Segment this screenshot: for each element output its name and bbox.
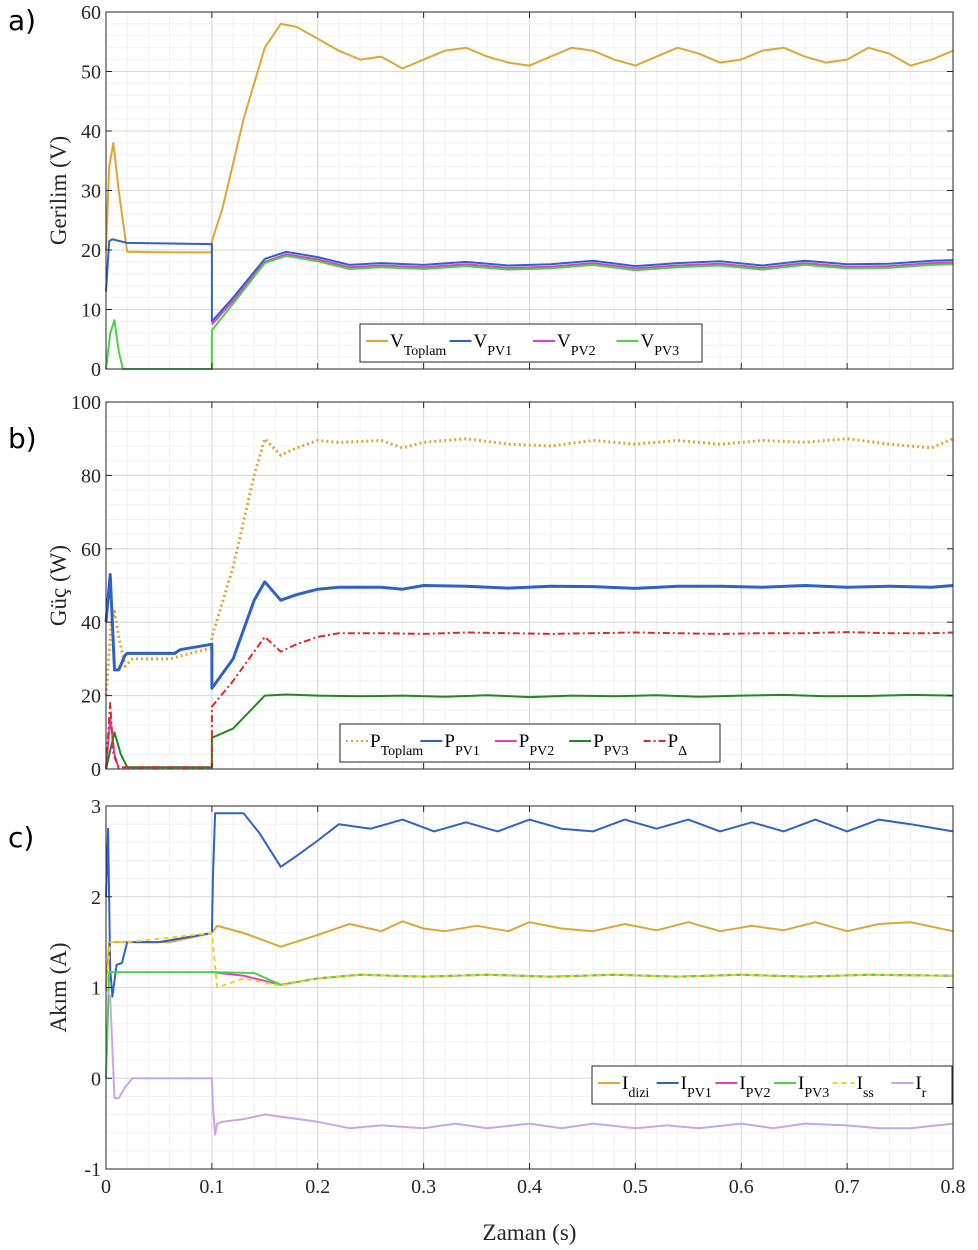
x-tick-label: 0.2	[305, 1176, 330, 1198]
y-tick-label: 20	[81, 240, 101, 262]
legend-box	[359, 323, 703, 363]
x-tick-label: 0.5	[623, 1176, 648, 1198]
legend-entry-subscript: PV2	[529, 744, 554, 759]
legend-entry: Ir	[915, 1073, 926, 1101]
y-axis-label: Gerilim (V)	[46, 136, 71, 245]
y-tick-label: -1	[84, 1159, 101, 1181]
y-tick-label: 50	[81, 62, 101, 84]
y-tick-label: 100	[71, 392, 101, 414]
x-tick-label: 0.7	[835, 1176, 860, 1198]
legend: Idizi IPV1 IPV2 IPV3 Iss Ir	[591, 1065, 953, 1105]
series-line-P-Δ	[105, 631, 954, 770]
x-tick-label: 0	[101, 1176, 111, 1198]
x-tick-label: 0.1	[199, 1176, 224, 1198]
series-line-V-PV1	[105, 238, 954, 323]
legend: VToplam VPV1 VPV2 VPV3	[359, 323, 703, 363]
y-tick-label: 0	[91, 1068, 101, 1090]
y-tick-label: 0	[91, 359, 101, 381]
legend-entry-subscript: Toplam	[381, 744, 424, 759]
panel-label: a)	[8, 4, 36, 37]
series-line-V-Toplam	[105, 22, 954, 254]
series-line-P-PV1	[104, 573, 954, 690]
legend: PToplam PPV1 PPV2 PPV3 PΔ	[339, 723, 721, 763]
y-tick-label: 10	[81, 300, 101, 322]
y-tick-label: 0	[91, 759, 101, 781]
series-group	[105, 812, 954, 1136]
legend-entry: PPV3	[593, 731, 628, 759]
panel-label: b)	[8, 422, 37, 455]
legend-entry-subscript: PV1	[687, 1086, 712, 1101]
y-axis-label: Güç (W)	[46, 545, 71, 626]
series-line-I-r	[105, 987, 954, 1136]
x-tick-label: 0.8	[941, 1176, 966, 1198]
panel-label: c)	[8, 821, 34, 854]
y-tick-label: 2	[91, 887, 101, 909]
y-tick-label: 60	[81, 2, 101, 24]
legend-entry-subscript: PV3	[654, 344, 679, 359]
legend-entry-subscript: PV1	[455, 744, 480, 759]
legend-entry-subscript: PV3	[604, 744, 629, 759]
legend-entry-subscript: PV3	[804, 1086, 829, 1101]
series-line-V-PV2	[211, 253, 954, 326]
legend-entry-subscript: ss	[863, 1086, 874, 1101]
y-axis-label: Akım (A)	[46, 942, 71, 1032]
legend-box	[339, 723, 721, 763]
legend-entry-subscript: r	[922, 1086, 927, 1101]
legend-entry-subscript: dizi	[628, 1086, 649, 1101]
y-tick-label: 1	[91, 978, 101, 1000]
x-tick-label: 0.3	[411, 1176, 436, 1198]
legend-box	[591, 1065, 953, 1105]
legend-entry-subscript: PV2	[746, 1086, 771, 1101]
x-tick-label: 0.4	[517, 1176, 542, 1198]
series-line-I-PV1	[105, 812, 954, 998]
y-tick-label: 3	[91, 796, 101, 818]
legend-entry-subscript: Δ	[678, 744, 687, 759]
panel-1: 0 10 20 30 40 50 60 Gerilim (V) a) VToplam VPV1 VPV…	[8, 2, 954, 381]
y-tick-label: 40	[81, 121, 101, 143]
y-tick-label: 60	[81, 539, 101, 561]
legend-entry-subscript: Toplam	[404, 344, 447, 359]
y-tick-label: 40	[81, 612, 101, 634]
series-line-I-ss	[105, 932, 954, 989]
x-axis-label: Zaman (s)	[483, 1220, 577, 1245]
legend-entry-subscript: PV2	[571, 344, 596, 359]
y-tick-label: 30	[81, 181, 101, 203]
y-tick-label: 80	[81, 465, 101, 487]
x-tick-label: 0.6	[729, 1176, 754, 1198]
legend-entry-subscript: PV1	[487, 344, 512, 359]
legend-entry: IPV1	[681, 1073, 712, 1101]
series-group	[104, 437, 954, 770]
y-tick-label: 20	[81, 686, 101, 708]
